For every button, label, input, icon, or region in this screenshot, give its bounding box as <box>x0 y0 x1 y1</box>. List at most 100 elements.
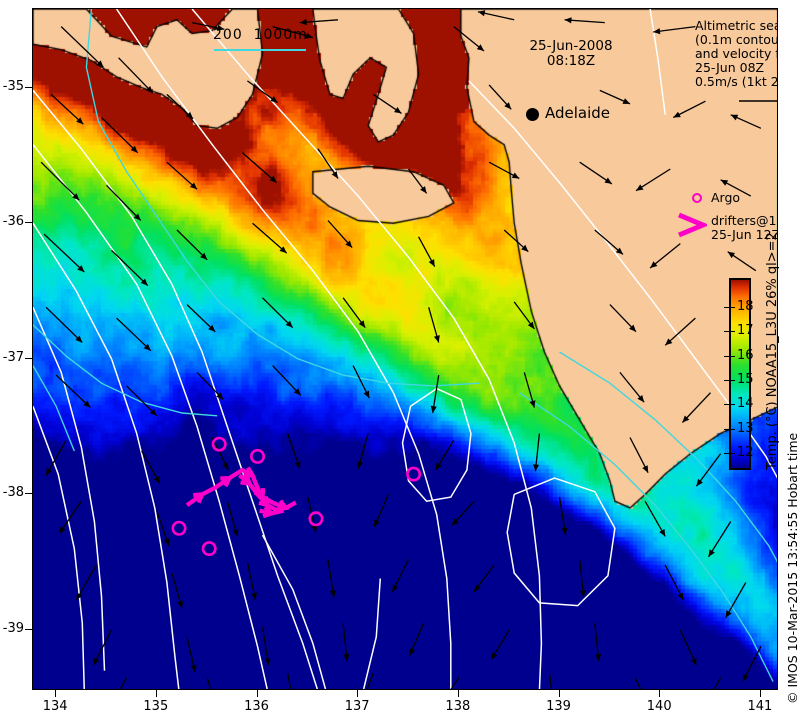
velocity-arrow-head <box>420 186 427 194</box>
x-axis-tick-label: 138 <box>445 699 471 714</box>
x-axis-tick <box>558 690 560 697</box>
drifter-direction-chevron <box>193 492 206 504</box>
velocity-arrow-head <box>83 400 91 408</box>
velocity-arrow-head <box>285 320 293 328</box>
x-axis-tick-label: 140 <box>646 699 672 714</box>
argo-float-legend-icon <box>692 193 702 203</box>
velocity-arrow-head <box>394 107 402 114</box>
x-axis-tick-label: 139 <box>546 699 571 714</box>
y-axis-tick-label: -37 <box>2 349 24 365</box>
velocity-arrow-head <box>59 526 66 534</box>
x-axis-tick-label: 137 <box>344 699 370 714</box>
sealevel-contour <box>468 80 777 479</box>
x-axis-tick-label: 134 <box>42 699 68 714</box>
observation-datetime-label: 25-Jun-2008 08:18Z <box>529 38 613 69</box>
velocity-arrow-head <box>653 28 661 35</box>
velocity-arrow <box>548 673 553 689</box>
argo-float-marker <box>406 466 422 482</box>
argo-legend-label: Argo <box>711 190 741 205</box>
argo-float-marker <box>211 436 227 452</box>
velocity-arrow-head <box>595 654 602 662</box>
velocity-arrow-head <box>190 182 198 190</box>
velocity-arrow-head <box>529 400 536 408</box>
velocity-arrow-head <box>725 610 732 618</box>
velocity-arrow-head <box>650 261 658 268</box>
credit-label: © IMOS 10-Mar-2015 13:54:55 Hobart time <box>785 432 800 704</box>
scale-bar-label: 200 1000m <box>213 27 308 43</box>
argo-float-marker <box>308 511 324 527</box>
velocity-arrow-head <box>533 464 540 472</box>
argo-float-marker <box>201 541 217 557</box>
y-axis-tick <box>25 628 32 630</box>
velocity-arrow <box>43 233 85 273</box>
velocity-arrow <box>106 184 142 221</box>
velocity-scale-arrow-icon <box>739 100 777 102</box>
sealevel-contour <box>33 144 268 689</box>
velocity-arrow-head <box>435 462 442 470</box>
velocity-arrow-head <box>637 395 645 403</box>
velocity-arrow-head <box>428 259 435 267</box>
velocity-arrow-head <box>299 19 307 26</box>
y-axis-tick <box>25 357 32 359</box>
velocity-arrow <box>45 306 83 343</box>
velocity-arrow-head <box>216 392 224 400</box>
velocity-arrow-head <box>527 321 535 329</box>
x-axis-tick <box>357 690 359 697</box>
drifter-track-legend-icon <box>678 212 707 238</box>
x-axis-tick <box>55 690 57 697</box>
x-axis-tick-label: 136 <box>244 699 269 714</box>
colorbar-tick <box>724 404 735 406</box>
velocity-arrow-head <box>659 529 666 537</box>
colorbar-tick <box>724 452 735 454</box>
velocity-arrow-head <box>133 213 141 221</box>
colorbar-tick <box>724 428 735 430</box>
velocity-arrow-head <box>311 525 318 533</box>
velocity-arrow-head <box>143 343 151 351</box>
drifters-legend-label: drifters@12h to 25-Jun 12Z <box>711 213 778 242</box>
velocity-arrow-head <box>345 240 353 248</box>
velocity-arrow-head <box>200 252 208 260</box>
x-axis-tick <box>256 690 258 697</box>
velocity-arrow-head <box>708 549 715 557</box>
colorbar-tick <box>724 355 735 357</box>
vector-overlay-layer <box>33 9 777 689</box>
map-plot-area[interactable]: 200 1000m 25-Jun-2008 08:18Z Altimetric … <box>32 8 778 690</box>
sst-raster-layer <box>33 9 777 689</box>
x-axis-tick-label: 141 <box>747 699 773 714</box>
colorbar-tick-label: 18 <box>737 299 754 315</box>
velocity-arrow-head <box>357 461 363 469</box>
drifter-direction-chevron <box>276 499 290 512</box>
altimetry-legend-text: Altimetric sealevel (0.1m contours) and … <box>695 18 778 89</box>
x-axis-tick <box>155 690 157 697</box>
drifter-direction-chevron <box>220 475 233 488</box>
velocity-arrow-head <box>140 278 148 286</box>
velocity-arrow-head <box>430 405 437 413</box>
velocity-arrow-head <box>511 172 520 179</box>
sealevel-contour <box>33 307 106 671</box>
velocity-arrow-head <box>279 246 287 254</box>
velocity-arrow <box>634 677 642 689</box>
sealevel-contour <box>115 9 452 689</box>
drifter-track <box>238 473 279 513</box>
velocity-arrow-head <box>363 390 370 399</box>
velocity-arrow-head <box>561 527 568 536</box>
velocity-arrow <box>653 25 696 33</box>
velocity-arrow-head <box>149 408 157 416</box>
velocity-arrow-head <box>720 179 729 186</box>
velocity-arrow-head <box>690 657 697 666</box>
x-axis-tick <box>759 690 761 697</box>
velocity-arrow <box>40 161 80 201</box>
velocity-arrow-head <box>615 247 623 255</box>
y-axis-tick <box>25 86 32 88</box>
y-axis-tick <box>25 493 32 495</box>
velocity-arrow <box>707 521 732 558</box>
velocity-arrow <box>272 25 314 39</box>
velocity-arrow-head <box>130 145 138 153</box>
velocity-arrow-head <box>329 590 336 598</box>
velocity-arrow-head <box>186 111 194 119</box>
velocity-arrow-head <box>579 590 586 598</box>
velocity-arrow-head <box>392 584 399 592</box>
velocity-arrow <box>241 152 278 184</box>
drifter-direction-chevron <box>262 505 276 519</box>
temperature-colorbar <box>729 278 751 470</box>
